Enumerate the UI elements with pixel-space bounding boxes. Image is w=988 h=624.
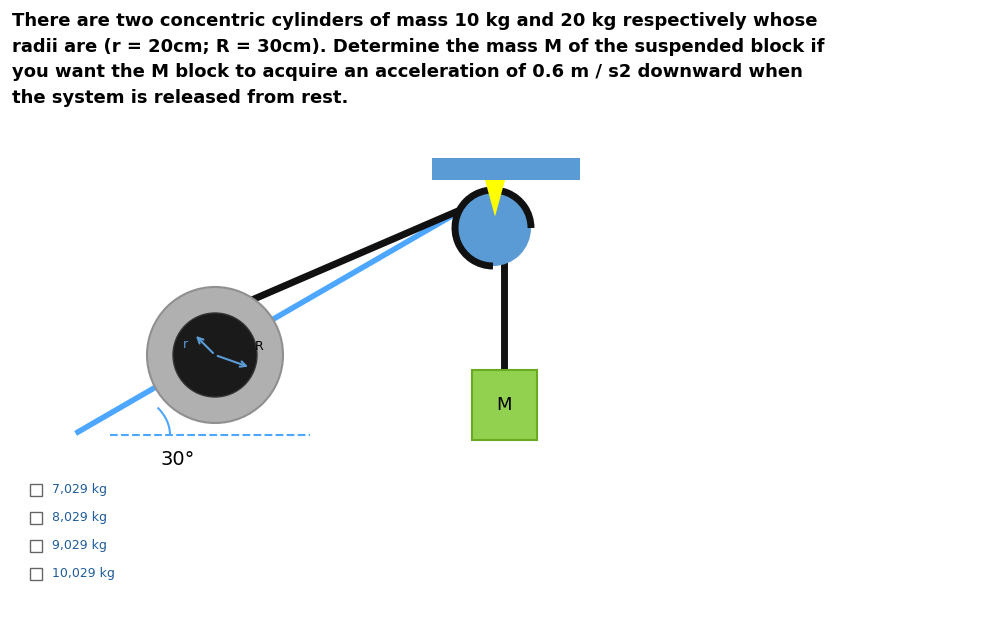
Text: R: R <box>255 341 264 354</box>
Bar <box>30 484 42 496</box>
Text: 8,029 kg: 8,029 kg <box>52 512 107 525</box>
Text: 10,029 kg: 10,029 kg <box>52 567 115 580</box>
Text: 30°: 30° <box>160 450 195 469</box>
Circle shape <box>147 287 283 423</box>
Bar <box>432 158 580 180</box>
Bar <box>30 512 42 524</box>
Text: M: M <box>497 396 512 414</box>
Bar <box>30 540 42 552</box>
Text: 9,029 kg: 9,029 kg <box>52 540 107 552</box>
Text: There are two concentric cylinders of mass 10 kg and 20 kg respectively whose
ra: There are two concentric cylinders of ma… <box>12 12 825 107</box>
Bar <box>30 568 42 580</box>
Polygon shape <box>485 180 505 217</box>
Bar <box>472 370 536 440</box>
Text: r: r <box>183 338 188 351</box>
Text: 7,029 kg: 7,029 kg <box>52 484 107 497</box>
Circle shape <box>455 190 531 266</box>
Circle shape <box>173 313 257 397</box>
